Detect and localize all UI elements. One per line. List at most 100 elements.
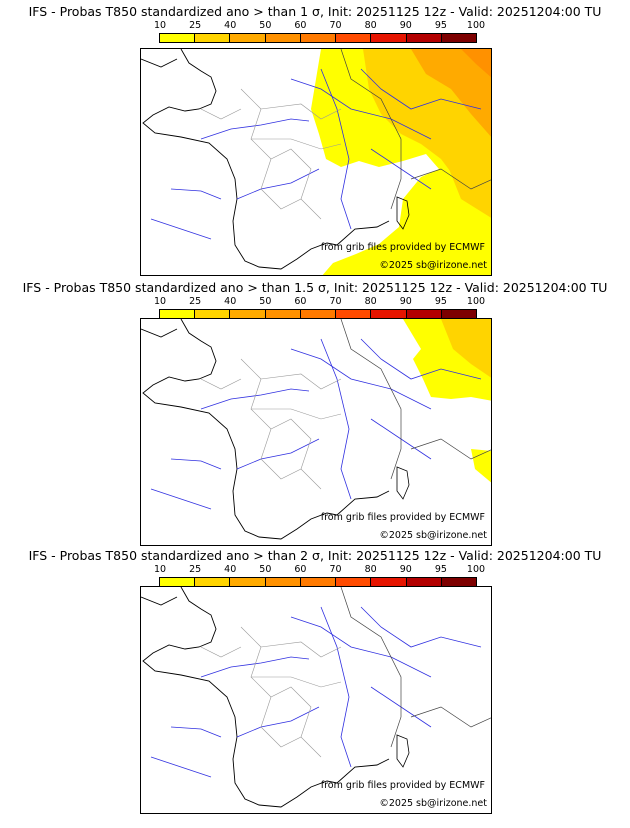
coastline (141, 319, 390, 540)
colorbar-tick-label: 60 (294, 296, 307, 307)
probability-map: from grib files provided by ECMWF ©2025 … (140, 586, 492, 814)
colorbar-tick-label: 70 (329, 20, 342, 31)
shading-orange (411, 49, 491, 137)
copyright-credit: ©2025 sb@irizone.net (379, 260, 487, 271)
colorbar-tick-label: 50 (259, 20, 272, 31)
colorbar-segment (371, 310, 407, 318)
colorbar (159, 577, 477, 587)
shading-east (441, 144, 491, 218)
colorbar-segment (160, 310, 196, 318)
colorbar-segment (441, 578, 476, 586)
colorbar-tick-label: 25 (189, 20, 202, 31)
colorbar-segment (406, 34, 442, 42)
coastline (141, 49, 390, 270)
map-panel-3: IFS - Probas T850 standardized ano > tha… (0, 544, 630, 814)
colorbar-segment (265, 34, 301, 42)
source-credit: from grib files provided by ECMWF (320, 512, 485, 523)
colorbar-tick-label: 40 (224, 296, 237, 307)
colorbar-tick-label: 95 (434, 20, 447, 31)
probability-map: from grib files provided by ECMWF ©2025 … (140, 318, 492, 546)
colorbar-tick-label: 90 (399, 296, 412, 307)
island-coastline (396, 734, 410, 768)
colorbar-segment (300, 34, 337, 42)
colorbar-segment (336, 578, 372, 586)
colorbar-tick-label: 70 (329, 296, 342, 307)
source-credit: from grib files provided by ECMWF (320, 242, 485, 253)
colorbar-tick-label: 10 (153, 20, 167, 31)
colorbar-tick-label: 25 (189, 296, 202, 307)
colorbar-ticks: 10 25 40 50 60 70 80 90 95 100 (154, 20, 485, 32)
island-coastline (396, 466, 410, 500)
colorbar-segment (230, 578, 266, 586)
country-borders (340, 319, 491, 480)
colorbar-ticks: 10 25 40 50 60 70 80 90 95 100 (154, 564, 485, 576)
country-borders (340, 49, 491, 210)
rivers (150, 68, 482, 240)
colorbar-tick-label: 40 (224, 20, 237, 31)
colorbar-segment (441, 310, 476, 318)
colorbar-tick-label: 60 (294, 564, 307, 575)
panel-title: IFS - Probas T850 standardized ano > tha… (28, 4, 602, 19)
colorbar-tick-label: 95 (434, 564, 447, 575)
colorbar-ticks: 10 25 40 50 60 70 80 90 95 100 (154, 296, 485, 308)
colorbar-segment (336, 310, 372, 318)
colorbar-segment (195, 578, 231, 586)
map-graphic (141, 49, 491, 275)
borders (200, 626, 342, 758)
colorbar-segment (406, 310, 442, 318)
map-panel-2: IFS - Probas T850 standardized ano > tha… (0, 276, 630, 546)
colorbar-tick-label: 90 (399, 564, 412, 575)
colorbar-segment (336, 34, 372, 42)
colorbar-tick-label: 40 (224, 564, 237, 575)
colorbar-tick-label: 90 (399, 20, 412, 31)
colorbar-tick-label: 80 (364, 564, 377, 575)
colorbar-tick-label: 95 (434, 296, 447, 307)
island-coastline (396, 196, 410, 230)
copyright-credit: ©2025 sb@irizone.net (379, 530, 487, 541)
colorbar-tick-label: 100 (466, 20, 486, 31)
shading-gold (441, 319, 491, 378)
panel-title: IFS - Probas T850 standardized ano > tha… (22, 280, 608, 295)
borders (200, 358, 342, 490)
colorbar-segment (230, 310, 266, 318)
colorbar-segment (160, 34, 196, 42)
colorbar-tick-label: 60 (294, 20, 307, 31)
country-borders (340, 587, 491, 748)
map-graphic (141, 319, 491, 540)
map-graphic (141, 587, 491, 808)
colorbar-segment (230, 34, 266, 42)
colorbar-segment (300, 310, 337, 318)
colorbar-tick-label: 25 (189, 564, 202, 575)
colorbar-tick-label: 100 (466, 564, 486, 575)
colorbar-tick-label: 10 (153, 564, 167, 575)
colorbar-tick-label: 100 (466, 296, 486, 307)
colorbar-segment (371, 578, 407, 586)
rivers (150, 606, 482, 778)
shading-south-east (471, 449, 491, 483)
colorbar-tick-label: 70 (329, 564, 342, 575)
colorbar-segment (160, 578, 196, 586)
panel-title: IFS - Probas T850 standardized ano > tha… (28, 548, 602, 563)
colorbar (159, 33, 477, 43)
colorbar-segment (300, 578, 337, 586)
colorbar-segment (441, 34, 476, 42)
colorbar-segment (265, 578, 301, 586)
colorbar-segment (265, 310, 301, 318)
colorbar-tick-label: 50 (259, 296, 272, 307)
shading-orange-2 (461, 49, 491, 78)
borders (200, 88, 342, 220)
colorbar-tick-label: 80 (364, 20, 377, 31)
colorbar-segment (195, 310, 231, 318)
rivers (150, 338, 482, 510)
colorbar-tick-label: 80 (364, 296, 377, 307)
coastline (141, 587, 390, 808)
colorbar-segment (371, 34, 407, 42)
colorbar-tick-label: 10 (153, 296, 167, 307)
colorbar-tick-label: 50 (259, 564, 272, 575)
copyright-credit: ©2025 sb@irizone.net (379, 798, 487, 809)
colorbar-segment (195, 34, 231, 42)
probability-map: from grib files provided by ECMWF ©2025 … (140, 48, 492, 276)
source-credit: from grib files provided by ECMWF (320, 780, 485, 791)
colorbar-segment (406, 578, 442, 586)
map-panel-1: IFS - Probas T850 standardized ano > tha… (0, 0, 630, 276)
